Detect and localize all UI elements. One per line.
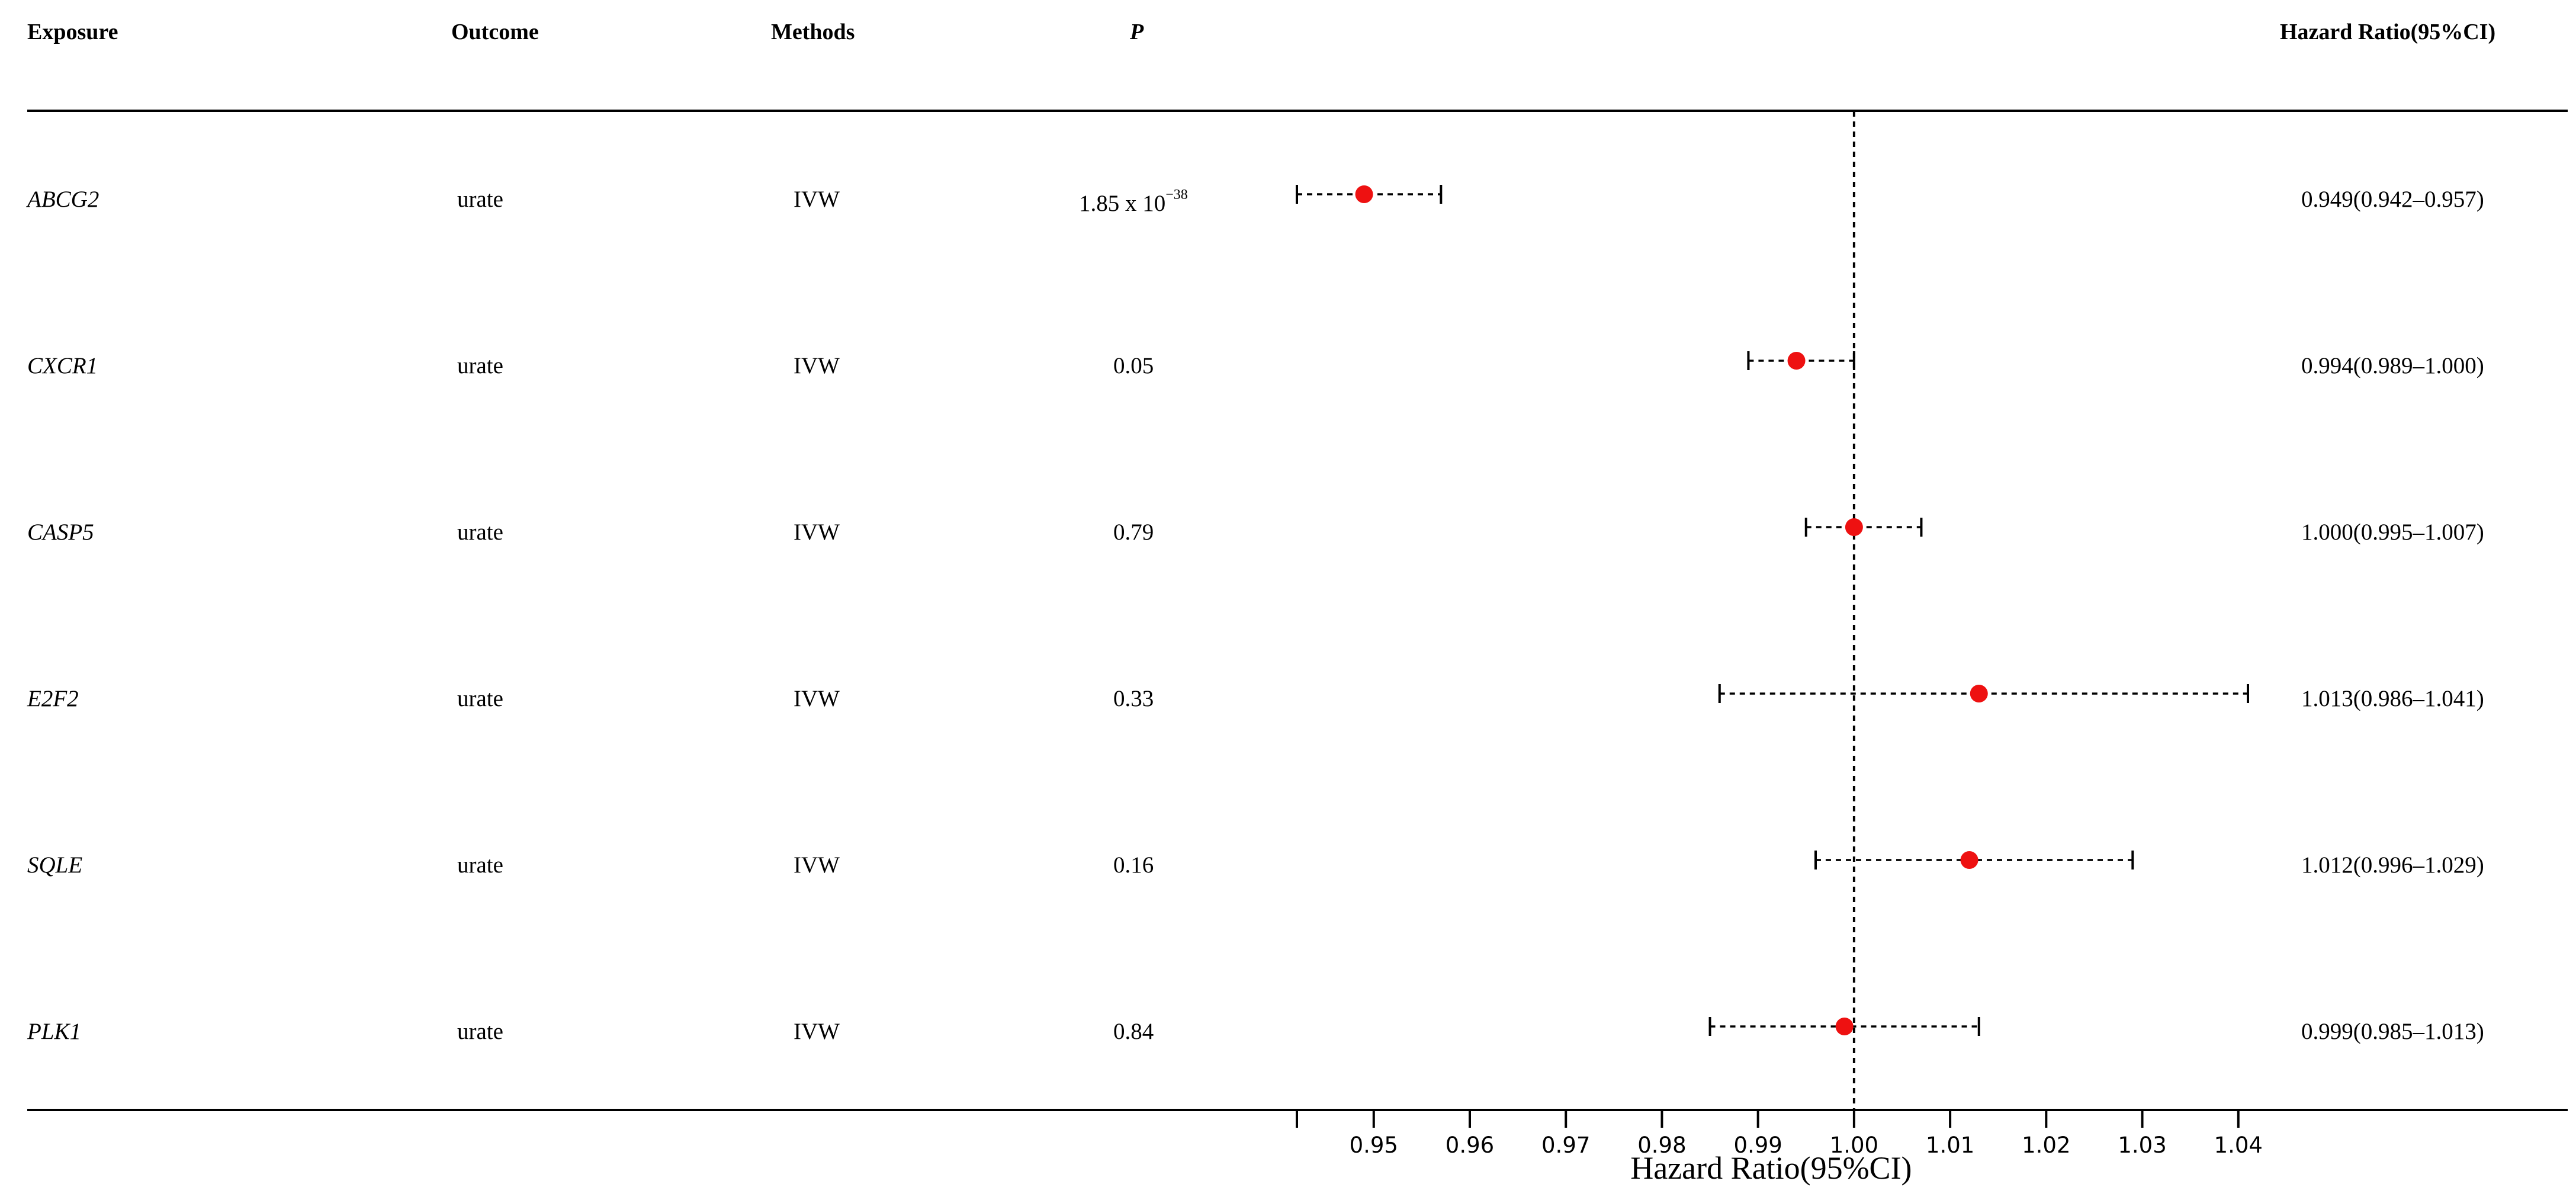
p-value-exponent: −38 [1165, 187, 1188, 203]
header-hazard-ratio: Hazard Ratio(95%CI) [2280, 20, 2496, 44]
p-value-base: 1.85 x 10 [1079, 191, 1166, 216]
hr-point [1787, 352, 1806, 370]
exposure-cell: ABCG2 [27, 187, 99, 212]
method-cell: IVW [794, 852, 840, 878]
p-value-base: 0.79 [1113, 519, 1154, 545]
hr-point [1960, 851, 1978, 869]
x-tick-label: 1.04 [2214, 1132, 2263, 1158]
x-tick-label: 0.99 [1733, 1132, 1782, 1158]
outcome-cell: urate [457, 686, 503, 711]
hr-point [1835, 1018, 1854, 1035]
p-value-cell: 0.79 [1113, 521, 1154, 544]
hr-text-cell: 0.999(0.985–1.013) [2301, 1019, 2484, 1044]
exposure-cell: PLK1 [27, 1019, 82, 1044]
outcome-cell: urate [457, 187, 503, 212]
x-tick-label: 1.00 [1830, 1132, 1878, 1158]
header-outcome: Outcome [451, 20, 539, 44]
method-cell: IVW [794, 187, 840, 212]
p-value-cell: 0.33 [1113, 687, 1154, 710]
outcome-cell: urate [457, 852, 503, 878]
p-value-base: 0.84 [1113, 1019, 1154, 1044]
p-value-base: 0.16 [1113, 852, 1154, 878]
method-cell: IVW [794, 686, 840, 711]
outcome-cell: urate [457, 353, 503, 378]
x-tick-label: 1.03 [2118, 1132, 2166, 1158]
method-cell: IVW [794, 519, 840, 545]
hr-point [1355, 185, 1373, 203]
exposure-cell: SQLE [27, 852, 83, 878]
hr-point [1970, 685, 1988, 702]
header-exposure: Exposure [27, 20, 118, 44]
bottom-rule [27, 1109, 2568, 1111]
x-axis-title: Hazard Ratio(95%CI) [1630, 1150, 1912, 1186]
outcome-cell: urate [457, 519, 503, 545]
exposure-cell: E2F2 [27, 686, 79, 711]
p-value-cell: 0.16 [1113, 854, 1154, 877]
p-value-cell: 0.05 [1113, 354, 1154, 377]
p-value-base: 0.05 [1113, 353, 1154, 378]
p-value-cell: 0.84 [1113, 1020, 1154, 1043]
hr-text-cell: 1.000(0.995–1.007) [2301, 519, 2484, 545]
x-tick-label: 1.01 [1926, 1132, 1974, 1158]
exposure-cell: CXCR1 [27, 353, 98, 378]
outcome-cell: urate [457, 1019, 503, 1044]
method-cell: IVW [794, 353, 840, 378]
top-rule [27, 110, 2568, 112]
x-tick-label: 0.96 [1446, 1132, 1494, 1158]
hr-point [1845, 518, 1863, 536]
x-tick-label: 0.97 [1541, 1132, 1590, 1158]
x-tick-label: 1.02 [2022, 1132, 2070, 1158]
x-tick-label: 0.98 [1637, 1132, 1686, 1158]
p-value-cell: 1.85 x 10−38 [1079, 188, 1188, 215]
method-cell: IVW [794, 1019, 840, 1044]
hr-text-cell: 0.994(0.989–1.000) [2301, 353, 2484, 378]
x-tick-label: 0.95 [1350, 1132, 1398, 1158]
header-methods: Methods [771, 20, 855, 44]
hr-text-cell: 1.013(0.986–1.041) [2301, 686, 2484, 711]
hr-text-cell: 0.949(0.942–0.957) [2301, 187, 2484, 212]
hr-text-cell: 1.012(0.996–1.029) [2301, 852, 2484, 878]
header-p: P [1130, 20, 1144, 44]
exposure-cell: CASP5 [27, 519, 94, 545]
p-value-base: 0.33 [1113, 686, 1154, 711]
